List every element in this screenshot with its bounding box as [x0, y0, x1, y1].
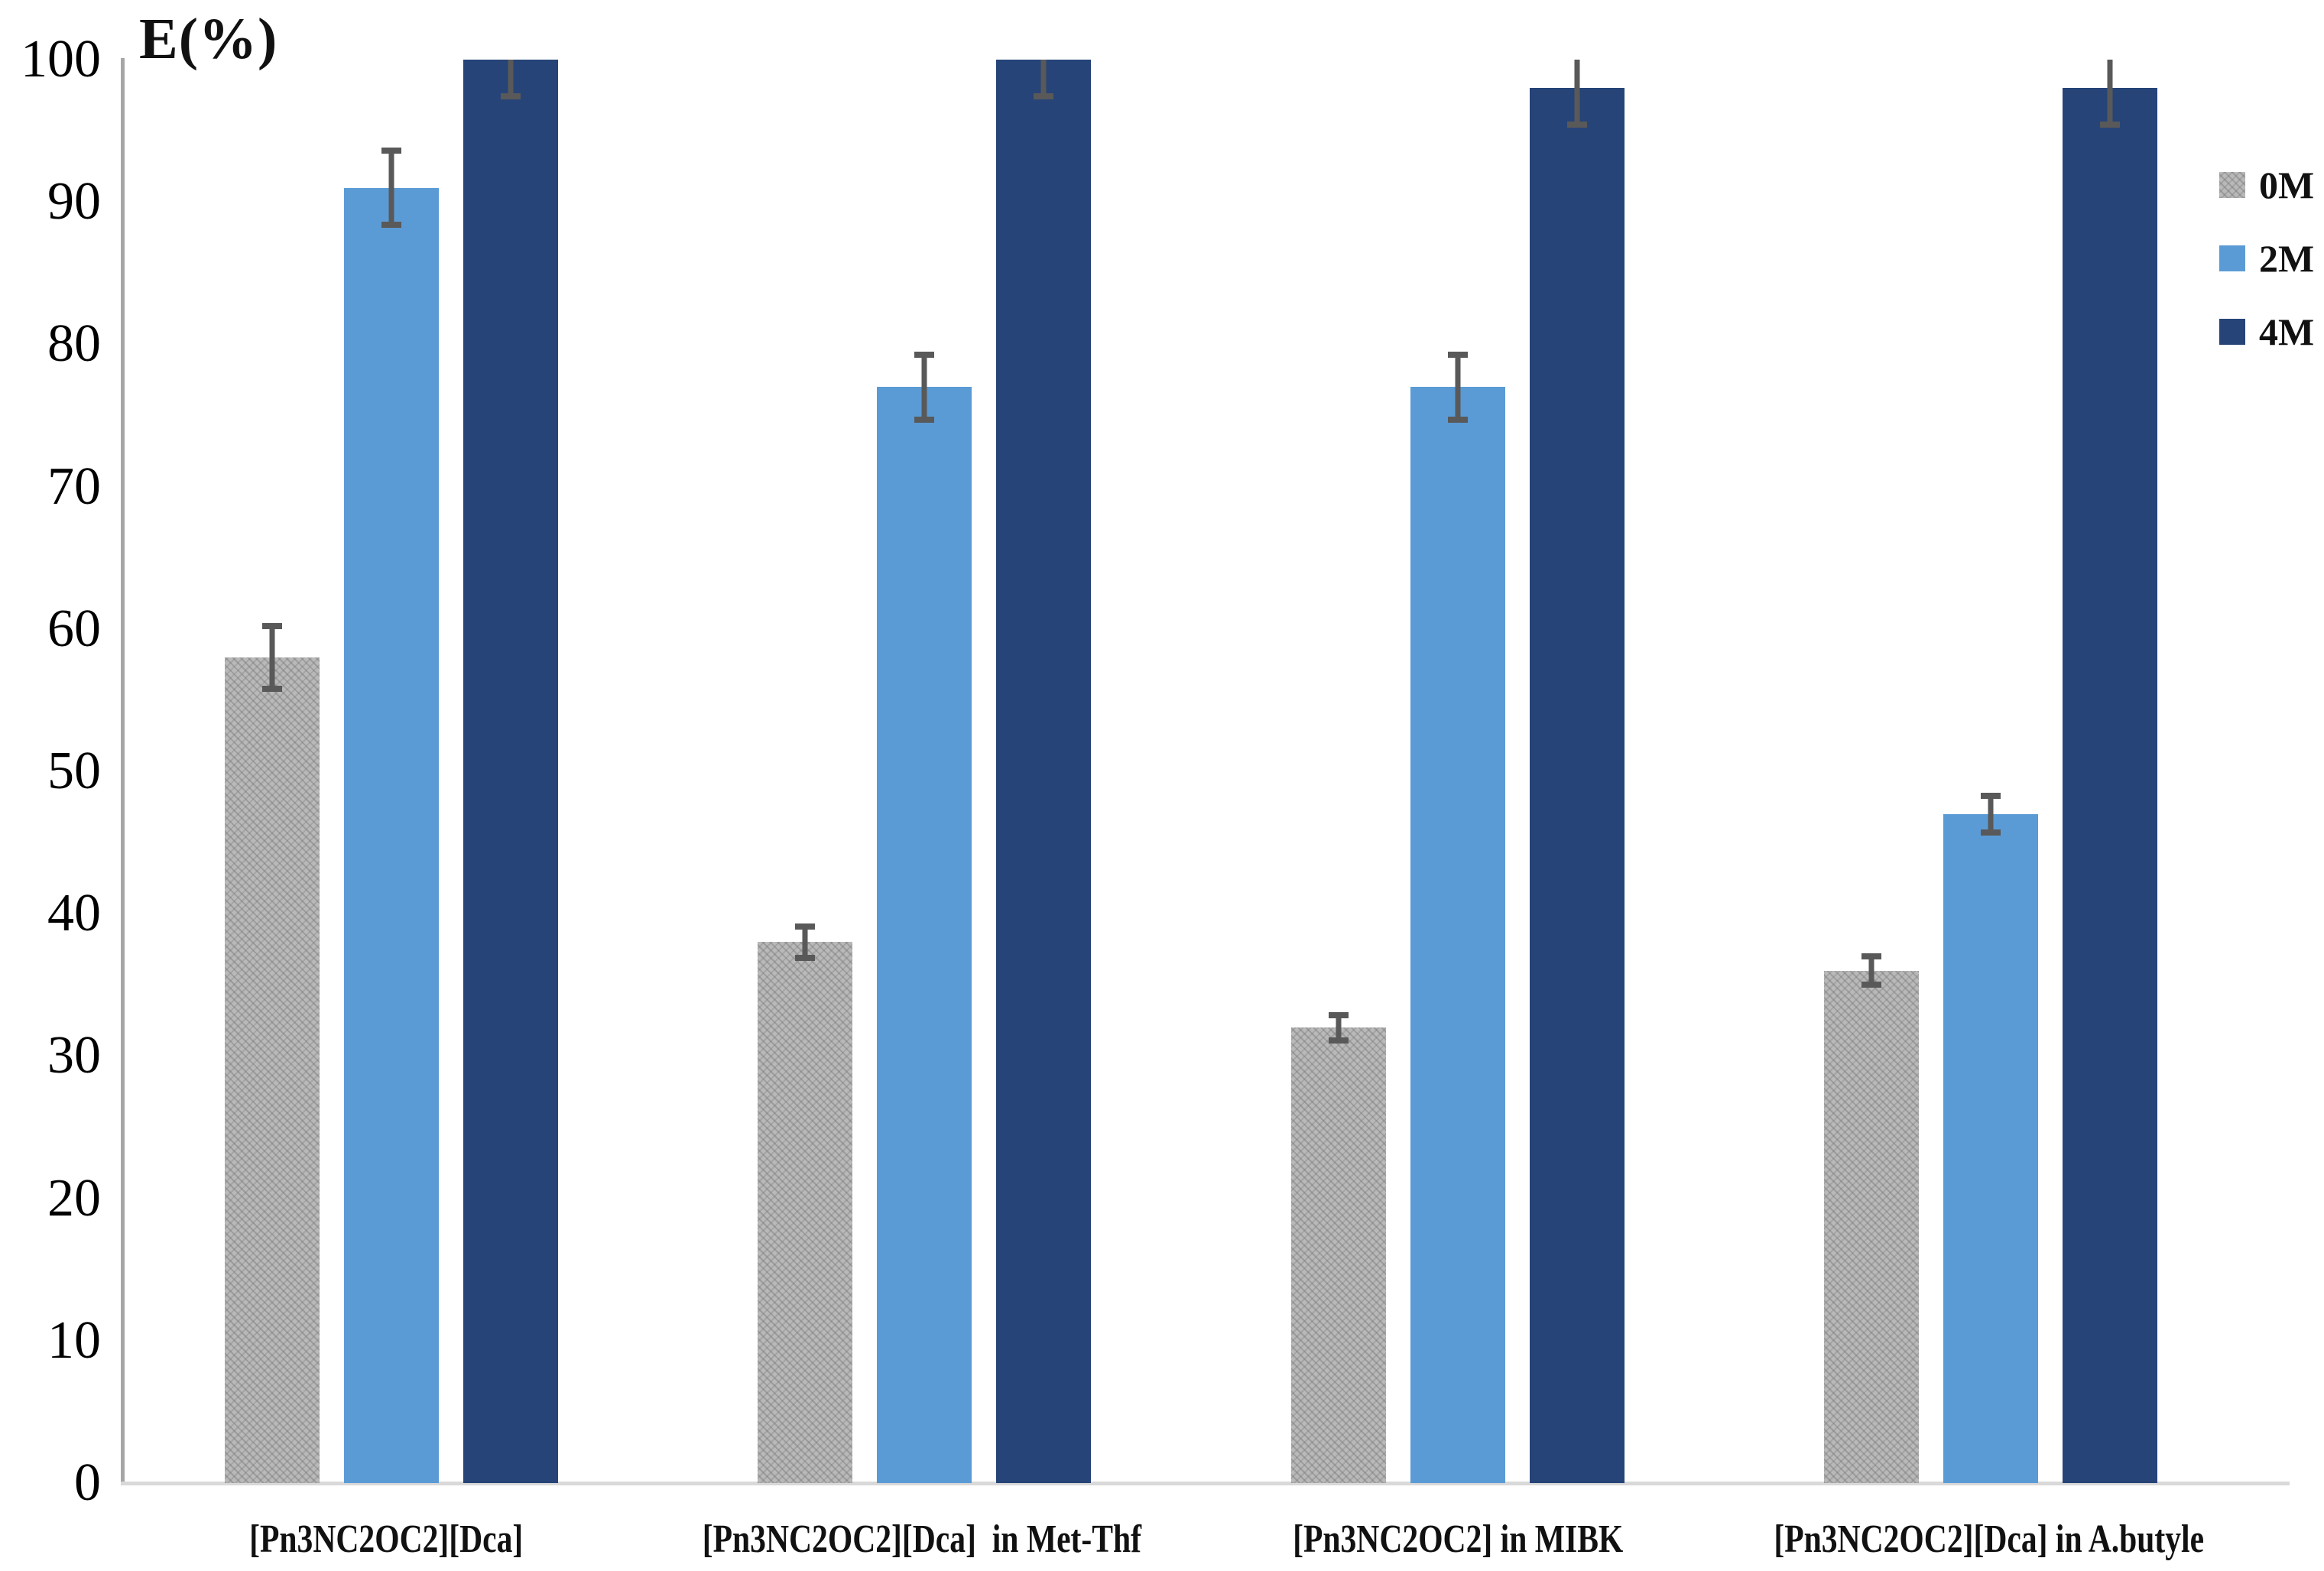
error-bar — [1981, 792, 2001, 836]
legend-item: 4M — [2219, 310, 2315, 353]
legend-item: 0M — [2219, 164, 2315, 206]
bar-4M-2 — [1529, 60, 1625, 1483]
legend-label: 2M — [2259, 237, 2315, 280]
error-bar — [500, 60, 521, 100]
error-bar — [914, 351, 935, 423]
y-axis-line — [121, 58, 125, 1485]
legend-label: 4M — [2259, 310, 2315, 353]
y-tick-label: 60 — [47, 599, 101, 658]
y-tick-label: 0 — [74, 1453, 101, 1512]
bar-4M-1 — [996, 60, 1092, 1483]
y-tick-label: 20 — [47, 1168, 101, 1228]
error-bar — [381, 148, 401, 228]
y-tick-label: 50 — [47, 742, 101, 800]
bar-4M-3 — [2063, 60, 2158, 1483]
x-category-label: [Pn3NC2OC2][Dca] in Met-Thf — [703, 1517, 1142, 1561]
legend-label: 0M — [2259, 164, 2315, 206]
error-bar — [1566, 60, 1587, 128]
bar-2M-1 — [877, 351, 972, 1483]
y-tick-label: 70 — [47, 456, 101, 516]
y-tick-label: 80 — [47, 314, 101, 374]
legend-swatch-0M — [2219, 172, 2245, 198]
bar-group — [125, 60, 658, 1483]
error-bar — [2100, 60, 2121, 128]
y-tick-label: 30 — [47, 1026, 101, 1086]
bar-group — [1725, 60, 2258, 1483]
y-tick-label: 90 — [47, 172, 101, 232]
bar-2M-0 — [343, 148, 439, 1483]
x-axis-line — [121, 1482, 2290, 1485]
y-tick-label: 40 — [47, 884, 101, 943]
bar-group — [1191, 60, 1725, 1483]
y-axis-title: E(%) — [139, 7, 278, 71]
error-bar — [1447, 351, 1468, 423]
y-tick-label: 100 — [21, 30, 101, 89]
x-category-label: [Pn3NC2OC2][Dca] — [249, 1517, 524, 1561]
legend-swatch-4M — [2219, 319, 2245, 345]
legend: 0M 2M 4M — [2219, 164, 2315, 392]
bar-group — [658, 60, 1192, 1483]
error-bar — [261, 623, 282, 692]
plot-area — [125, 60, 2257, 1483]
bar-2M-3 — [1943, 792, 2039, 1483]
error-bar — [1328, 1011, 1349, 1044]
x-category-label: [Pn3NC2OC2] in MIBK — [1293, 1517, 1624, 1561]
bar-0M-2 — [1290, 1011, 1386, 1483]
x-category-labels: [Pn3NC2OC2][Dca] [Pn3NC2OC2][Dca] in Met… — [125, 1517, 2257, 1562]
y-tick-label: 10 — [47, 1310, 101, 1370]
bar-2M-2 — [1410, 351, 1505, 1483]
x-category-label: [Pn3NC2OC2][Dca] in A.butyle — [1773, 1517, 2204, 1561]
legend-swatch-2M — [2219, 245, 2245, 271]
bar-0M-1 — [758, 923, 853, 1483]
bar-0M-0 — [224, 623, 320, 1483]
bar-4M-0 — [463, 60, 558, 1483]
error-bar — [795, 923, 816, 961]
legend-item: 2M — [2219, 237, 2315, 280]
error-bar — [1034, 60, 1054, 100]
bar-0M-3 — [1824, 953, 1920, 1483]
error-bar — [1861, 953, 1882, 988]
